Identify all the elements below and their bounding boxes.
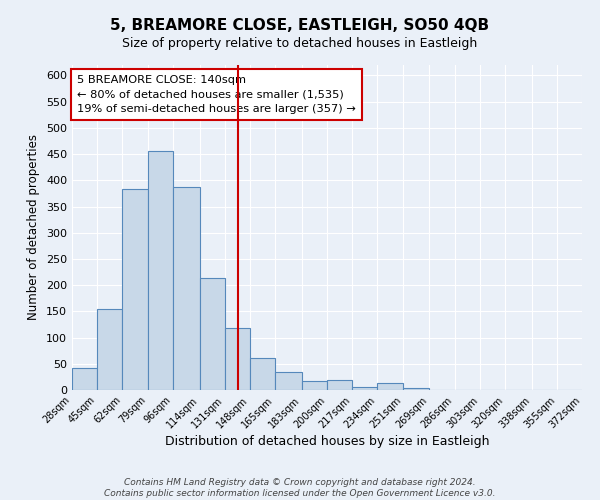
Bar bbox=[275, 372, 302, 390]
Text: Size of property relative to detached houses in Eastleigh: Size of property relative to detached ho… bbox=[122, 38, 478, 51]
Bar bbox=[327, 380, 352, 390]
Bar bbox=[377, 382, 403, 390]
Text: Contains HM Land Registry data © Crown copyright and database right 2024.
Contai: Contains HM Land Registry data © Crown c… bbox=[104, 478, 496, 498]
Y-axis label: Number of detached properties: Number of detached properties bbox=[28, 134, 40, 320]
Bar bbox=[122, 189, 148, 390]
Bar bbox=[352, 388, 377, 390]
Bar bbox=[302, 381, 327, 390]
Bar bbox=[403, 388, 429, 390]
Bar bbox=[148, 152, 173, 390]
Bar bbox=[199, 278, 225, 390]
Text: 5 BREAMORE CLOSE: 140sqm
← 80% of detached houses are smaller (1,535)
19% of sem: 5 BREAMORE CLOSE: 140sqm ← 80% of detach… bbox=[77, 74, 356, 114]
Bar bbox=[72, 368, 97, 390]
Bar bbox=[97, 308, 122, 390]
Bar bbox=[250, 358, 275, 390]
Text: 5, BREAMORE CLOSE, EASTLEIGH, SO50 4QB: 5, BREAMORE CLOSE, EASTLEIGH, SO50 4QB bbox=[110, 18, 490, 32]
Bar bbox=[173, 186, 199, 390]
X-axis label: Distribution of detached houses by size in Eastleigh: Distribution of detached houses by size … bbox=[165, 436, 489, 448]
Bar bbox=[225, 328, 250, 390]
